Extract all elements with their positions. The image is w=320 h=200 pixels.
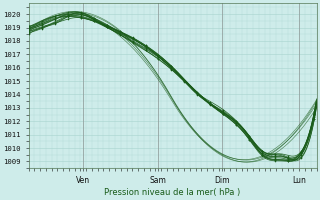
X-axis label: Pression niveau de la mer( hPa ): Pression niveau de la mer( hPa ) [104,188,241,197]
